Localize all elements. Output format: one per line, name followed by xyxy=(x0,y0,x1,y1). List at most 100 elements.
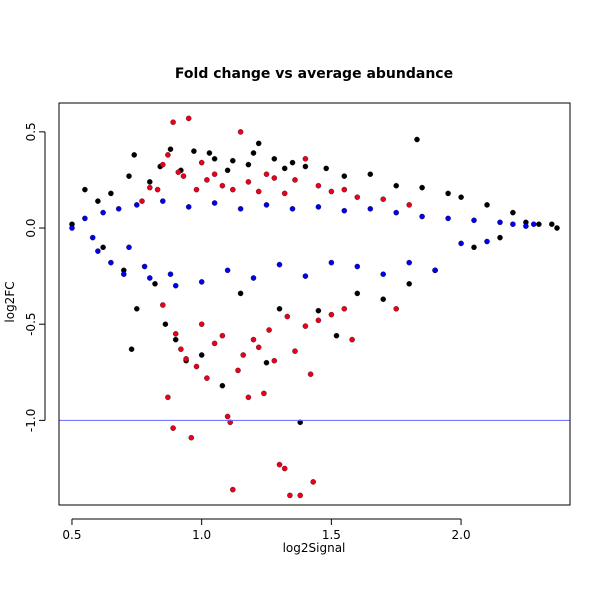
y-tick-label: -0.5 xyxy=(24,312,38,335)
points-layer xyxy=(69,115,560,499)
data-point xyxy=(126,244,132,251)
data-point xyxy=(281,165,288,172)
data-point xyxy=(240,352,246,358)
x-tick-label: 1.5 xyxy=(322,528,341,542)
data-point xyxy=(224,267,231,274)
data-point xyxy=(406,259,412,266)
data-point xyxy=(237,290,244,297)
data-point xyxy=(198,352,205,358)
data-point xyxy=(227,419,233,426)
data-point xyxy=(419,213,425,220)
data-point xyxy=(458,194,464,200)
data-point xyxy=(419,184,425,191)
data-point xyxy=(281,465,288,472)
data-point xyxy=(198,159,205,166)
data-point xyxy=(263,359,270,366)
data-point xyxy=(354,290,361,297)
data-point xyxy=(302,323,309,329)
data-point xyxy=(255,140,262,147)
data-point xyxy=(245,394,252,401)
data-point xyxy=(126,173,132,179)
data-point xyxy=(131,152,137,158)
data-point xyxy=(310,479,316,485)
data-point xyxy=(510,209,516,216)
data-point xyxy=(315,182,322,189)
data-point xyxy=(115,206,122,212)
data-point xyxy=(170,425,176,431)
data-point xyxy=(315,307,322,314)
data-point xyxy=(393,182,399,189)
data-point xyxy=(287,492,293,499)
data-point xyxy=(167,146,174,152)
data-point xyxy=(354,194,361,200)
data-point xyxy=(185,115,192,122)
data-point xyxy=(193,186,200,193)
data-point xyxy=(380,296,386,302)
data-point xyxy=(302,273,309,279)
data-point xyxy=(266,327,272,333)
data-point xyxy=(333,332,340,339)
data-point xyxy=(237,206,244,212)
data-point xyxy=(172,336,179,343)
data-point xyxy=(134,202,140,208)
data-point xyxy=(211,156,218,162)
data-point xyxy=(414,136,420,143)
data-point xyxy=(276,306,283,312)
x-tick-label: 0.5 xyxy=(62,528,81,542)
data-point xyxy=(172,331,179,337)
data-point xyxy=(406,202,412,208)
data-point xyxy=(162,321,169,327)
data-point xyxy=(380,271,386,277)
data-point xyxy=(510,221,516,227)
data-point xyxy=(191,148,197,154)
x-axis-label: log2Signal xyxy=(283,541,346,555)
data-point xyxy=(180,173,187,179)
data-point xyxy=(230,186,236,193)
data-point xyxy=(271,156,278,162)
data-point xyxy=(250,275,257,281)
data-point xyxy=(261,390,267,397)
data-point xyxy=(193,363,200,370)
data-point xyxy=(165,152,171,158)
data-point xyxy=(204,375,210,381)
data-point xyxy=(263,202,270,208)
data-point xyxy=(328,259,335,266)
data-point xyxy=(328,188,335,195)
data-point xyxy=(230,486,236,493)
y-tick-label: -1.0 xyxy=(24,409,38,432)
data-point xyxy=(224,167,231,174)
data-point xyxy=(245,179,252,185)
data-point xyxy=(185,204,192,210)
data-point xyxy=(100,244,106,251)
data-point xyxy=(224,413,231,420)
data-point xyxy=(219,382,226,389)
data-point xyxy=(204,177,210,183)
data-point xyxy=(302,163,309,170)
data-point xyxy=(219,332,226,339)
data-point xyxy=(471,244,477,251)
data-point xyxy=(393,209,399,216)
data-point xyxy=(445,215,451,222)
data-point xyxy=(178,346,184,352)
y-axis: -1.0 -0.5 0.0 0.5 xyxy=(24,122,46,432)
data-point xyxy=(341,306,348,312)
data-point xyxy=(292,348,298,354)
data-point xyxy=(147,275,153,281)
y-tick-label: 0.0 xyxy=(24,218,38,237)
data-point xyxy=(82,215,88,222)
data-point xyxy=(284,313,291,320)
data-point xyxy=(95,248,101,254)
data-point xyxy=(128,346,135,352)
plot-frame xyxy=(58,102,571,506)
data-point xyxy=(432,267,438,274)
data-point xyxy=(141,263,148,270)
data-point xyxy=(315,317,322,324)
data-point xyxy=(170,119,176,125)
data-point xyxy=(134,306,140,312)
data-point xyxy=(121,271,127,277)
data-point xyxy=(175,169,182,175)
data-point xyxy=(341,173,348,179)
data-point xyxy=(323,165,329,172)
data-point xyxy=(172,282,179,289)
data-point xyxy=(219,182,226,189)
